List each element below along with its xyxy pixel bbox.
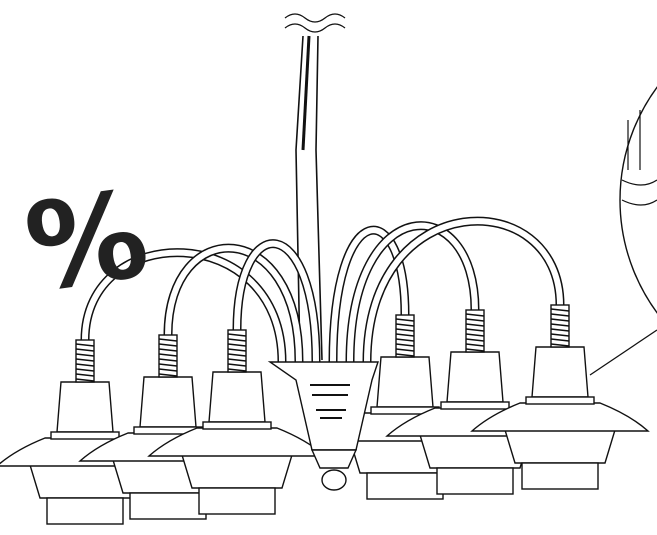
thread-line	[75, 363, 95, 367]
thread-line	[395, 348, 415, 352]
thread-line	[395, 333, 415, 337]
thread-line	[227, 343, 247, 347]
thread-line	[550, 333, 570, 337]
thread-line	[465, 313, 485, 317]
thread-line	[227, 363, 247, 367]
shade-base	[366, 472, 444, 500]
thread-line	[227, 358, 247, 362]
thread-line	[550, 323, 570, 327]
thread-line	[75, 348, 95, 352]
thread-line	[395, 343, 415, 347]
lamp	[147, 329, 327, 515]
hub-cap	[310, 449, 358, 469]
thread-line	[465, 343, 485, 347]
socket	[139, 376, 197, 428]
percent-symbol: %	[18, 165, 156, 319]
thread-line	[395, 353, 415, 357]
thread-line	[465, 328, 485, 332]
thread-line	[395, 338, 415, 342]
socket	[376, 356, 434, 408]
thread-line	[465, 333, 485, 337]
detail-circle	[619, 86, 657, 314]
upper-shade	[470, 402, 650, 432]
lamp	[0, 339, 175, 525]
lower-shade	[504, 429, 616, 464]
thread-line	[158, 353, 178, 357]
thread-line	[550, 318, 570, 322]
thread-line	[75, 358, 95, 362]
detail-lines	[621, 110, 657, 206]
thread-line	[227, 333, 247, 337]
thread-line	[158, 368, 178, 372]
socket	[531, 346, 589, 398]
thread-line	[75, 368, 95, 372]
thread-line	[550, 313, 570, 317]
cord	[295, 35, 323, 361]
thread-line	[158, 348, 178, 352]
thread-line	[75, 353, 95, 357]
thread-line	[75, 373, 95, 377]
thread-line	[158, 373, 178, 377]
arm	[165, 245, 302, 363]
shade-base	[46, 497, 124, 525]
thread-line	[227, 353, 247, 357]
thread-line	[465, 348, 485, 352]
thread-line	[75, 378, 95, 382]
arm	[330, 227, 408, 363]
arms	[80, 216, 565, 363]
leader-line	[589, 329, 657, 376]
arm	[347, 222, 478, 363]
socket	[446, 351, 504, 403]
flange	[50, 431, 120, 440]
thread-line	[158, 338, 178, 342]
thread-line	[158, 358, 178, 362]
thread-line	[465, 323, 485, 327]
thread-line	[227, 338, 247, 342]
thread-line	[550, 308, 570, 312]
shade-base	[129, 492, 207, 520]
chandelier	[0, 13, 657, 525]
socket	[208, 371, 266, 423]
thread-line	[550, 328, 570, 332]
flange	[525, 396, 595, 405]
arm	[364, 218, 563, 363]
thread-line	[227, 368, 247, 372]
arm	[82, 249, 285, 363]
lower-shade	[181, 454, 293, 489]
thread-line	[550, 338, 570, 342]
bulb	[321, 469, 347, 491]
thread-line	[158, 343, 178, 347]
thread-line	[75, 343, 95, 347]
lamps	[0, 304, 650, 525]
shade-base	[521, 462, 599, 490]
thread-line	[395, 318, 415, 322]
thread-line	[158, 363, 178, 367]
cut-mark	[284, 13, 346, 33]
thread-line	[395, 323, 415, 327]
wire	[301, 35, 311, 151]
thread-line	[465, 338, 485, 342]
arm	[234, 240, 319, 363]
socket	[56, 381, 114, 433]
shade-base	[436, 467, 514, 495]
flange	[440, 401, 510, 410]
thread-line	[227, 348, 247, 352]
thread-line	[395, 328, 415, 332]
shade-base	[198, 487, 276, 515]
lamp	[470, 304, 650, 490]
flange	[202, 421, 272, 430]
hub-label	[310, 384, 350, 419]
thread-line	[550, 343, 570, 347]
thread-line	[465, 318, 485, 322]
